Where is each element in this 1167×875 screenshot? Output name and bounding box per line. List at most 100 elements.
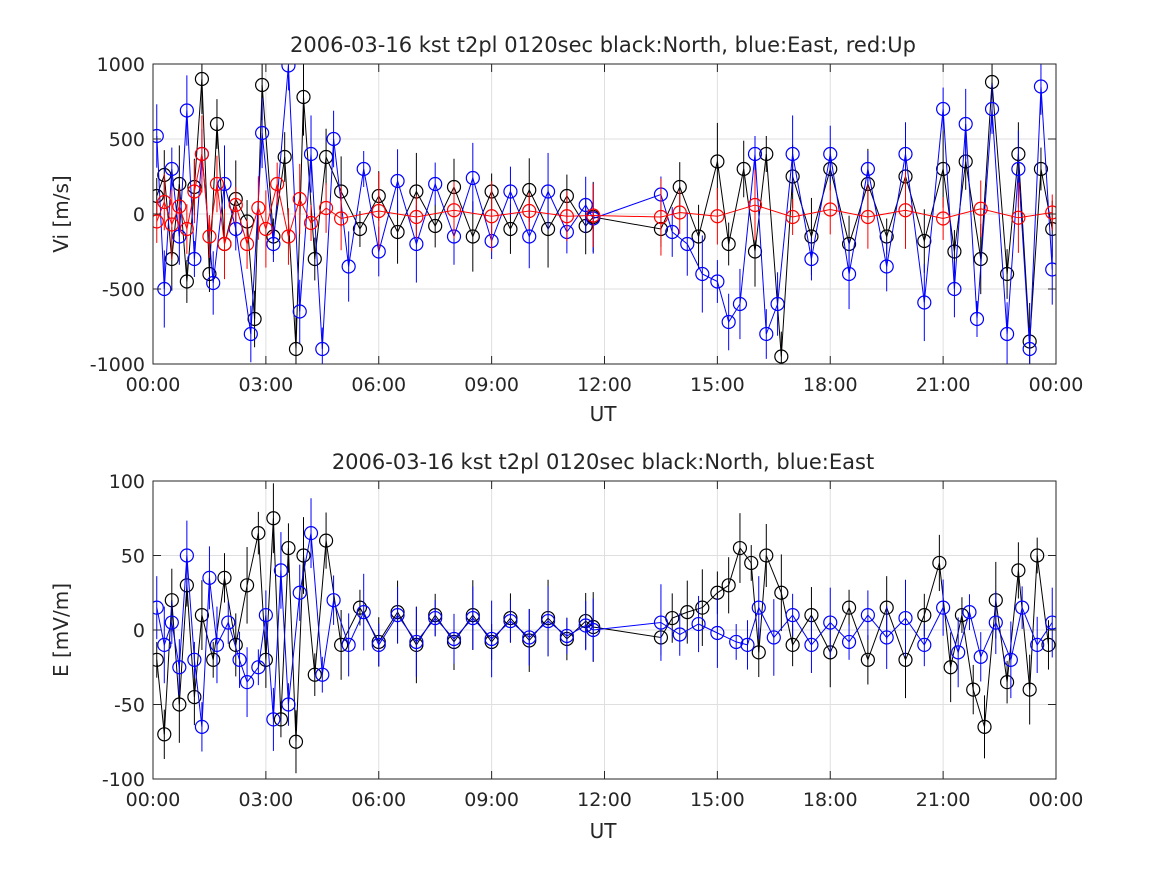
x-tick-label: 03:00 xyxy=(238,789,293,811)
x-tick-label: 12:00 xyxy=(577,789,632,811)
data-point xyxy=(315,341,330,357)
data-point xyxy=(194,607,210,623)
data-point xyxy=(187,251,202,267)
data-point xyxy=(503,184,518,199)
data-point xyxy=(258,221,273,237)
data-point xyxy=(958,116,973,132)
data-point xyxy=(695,266,710,282)
x-tick-label: 15:00 xyxy=(690,789,745,811)
velocity-x-axis-label: UT xyxy=(590,402,618,426)
data-point xyxy=(744,555,759,571)
data-point xyxy=(484,631,499,647)
data-point xyxy=(318,533,334,548)
data-point xyxy=(841,266,857,282)
data-point xyxy=(352,221,368,237)
data-point xyxy=(770,296,785,312)
data-point xyxy=(932,555,947,571)
data-point xyxy=(288,341,304,357)
data-point xyxy=(522,229,537,244)
data-point xyxy=(1041,637,1056,653)
data-point xyxy=(187,652,202,667)
data-point xyxy=(879,630,894,645)
data-point xyxy=(371,203,386,219)
data-point xyxy=(172,229,187,244)
data-point xyxy=(559,209,574,224)
data-point xyxy=(695,600,710,615)
velocity-panel-title: 2006-03-16 kst t2pl 0120sec black:North,… xyxy=(290,33,916,57)
y-tick-label: 500 xyxy=(109,129,145,151)
data-point xyxy=(465,229,480,244)
data-point xyxy=(984,101,1000,117)
data-point xyxy=(209,176,225,192)
data-point xyxy=(266,712,281,727)
data-point xyxy=(303,215,319,231)
data-point xyxy=(232,652,247,667)
data-point xyxy=(559,628,574,644)
x-tick-label: 21:00 xyxy=(916,374,971,396)
data-point xyxy=(672,205,687,220)
data-point xyxy=(973,649,988,664)
data-point xyxy=(759,548,774,563)
data-point xyxy=(680,236,695,252)
data-point xyxy=(747,146,763,162)
data-point xyxy=(281,229,296,244)
data-point xyxy=(334,211,349,226)
data-point xyxy=(785,146,800,162)
data-point xyxy=(270,176,285,192)
electric-field-panel: 2006-03-16 kst t2pl 0120sec black:North,… xyxy=(49,450,1083,843)
data-point xyxy=(266,511,281,526)
y-tick-label: 100 xyxy=(109,471,145,493)
x-tick-label: 21:00 xyxy=(916,789,971,811)
data-point xyxy=(209,637,225,653)
x-tick-label: 18:00 xyxy=(803,789,858,811)
x-tick-label: 03:00 xyxy=(238,374,293,396)
data-point xyxy=(860,209,875,225)
data-point xyxy=(217,236,232,252)
data-point xyxy=(586,208,601,223)
data-point xyxy=(164,217,179,232)
data-point xyxy=(255,125,270,141)
data-point xyxy=(860,161,875,177)
data-point xyxy=(326,131,341,147)
data-point xyxy=(153,600,164,615)
data-point xyxy=(680,605,695,620)
data-point xyxy=(187,689,202,705)
data-point xyxy=(804,637,819,653)
data-point xyxy=(153,128,164,144)
data-point xyxy=(710,274,725,289)
y-tick-label: -50 xyxy=(114,695,145,717)
data-point xyxy=(296,548,311,563)
data-point xyxy=(841,634,857,650)
data-point xyxy=(732,540,748,556)
data-point xyxy=(277,149,292,165)
data-point xyxy=(917,295,932,310)
data-point xyxy=(710,209,725,224)
plot-area xyxy=(153,64,1056,364)
data-point xyxy=(522,203,537,219)
data-point xyxy=(315,667,330,682)
data-point xyxy=(653,615,669,630)
data-point xyxy=(334,637,349,653)
data-point xyxy=(326,593,341,608)
data-point xyxy=(1033,79,1049,94)
data-point xyxy=(1011,210,1026,225)
data-point xyxy=(194,719,210,734)
data-point xyxy=(736,161,751,177)
data-point xyxy=(936,211,951,226)
data-point xyxy=(774,349,789,364)
data-point xyxy=(179,274,194,289)
y-tick-label: 0 xyxy=(133,620,145,642)
data-point xyxy=(352,600,368,615)
data-point xyxy=(266,236,281,252)
x-tick-label: 18:00 xyxy=(803,374,858,396)
data-point xyxy=(823,615,838,630)
data-point xyxy=(465,170,480,186)
data-point xyxy=(759,326,774,342)
series-line xyxy=(156,78,1053,357)
velocity-y-axis-label: Vi [m/s] xyxy=(49,175,73,252)
data-point xyxy=(243,326,258,342)
data-point xyxy=(740,637,755,653)
data-point xyxy=(503,221,518,237)
